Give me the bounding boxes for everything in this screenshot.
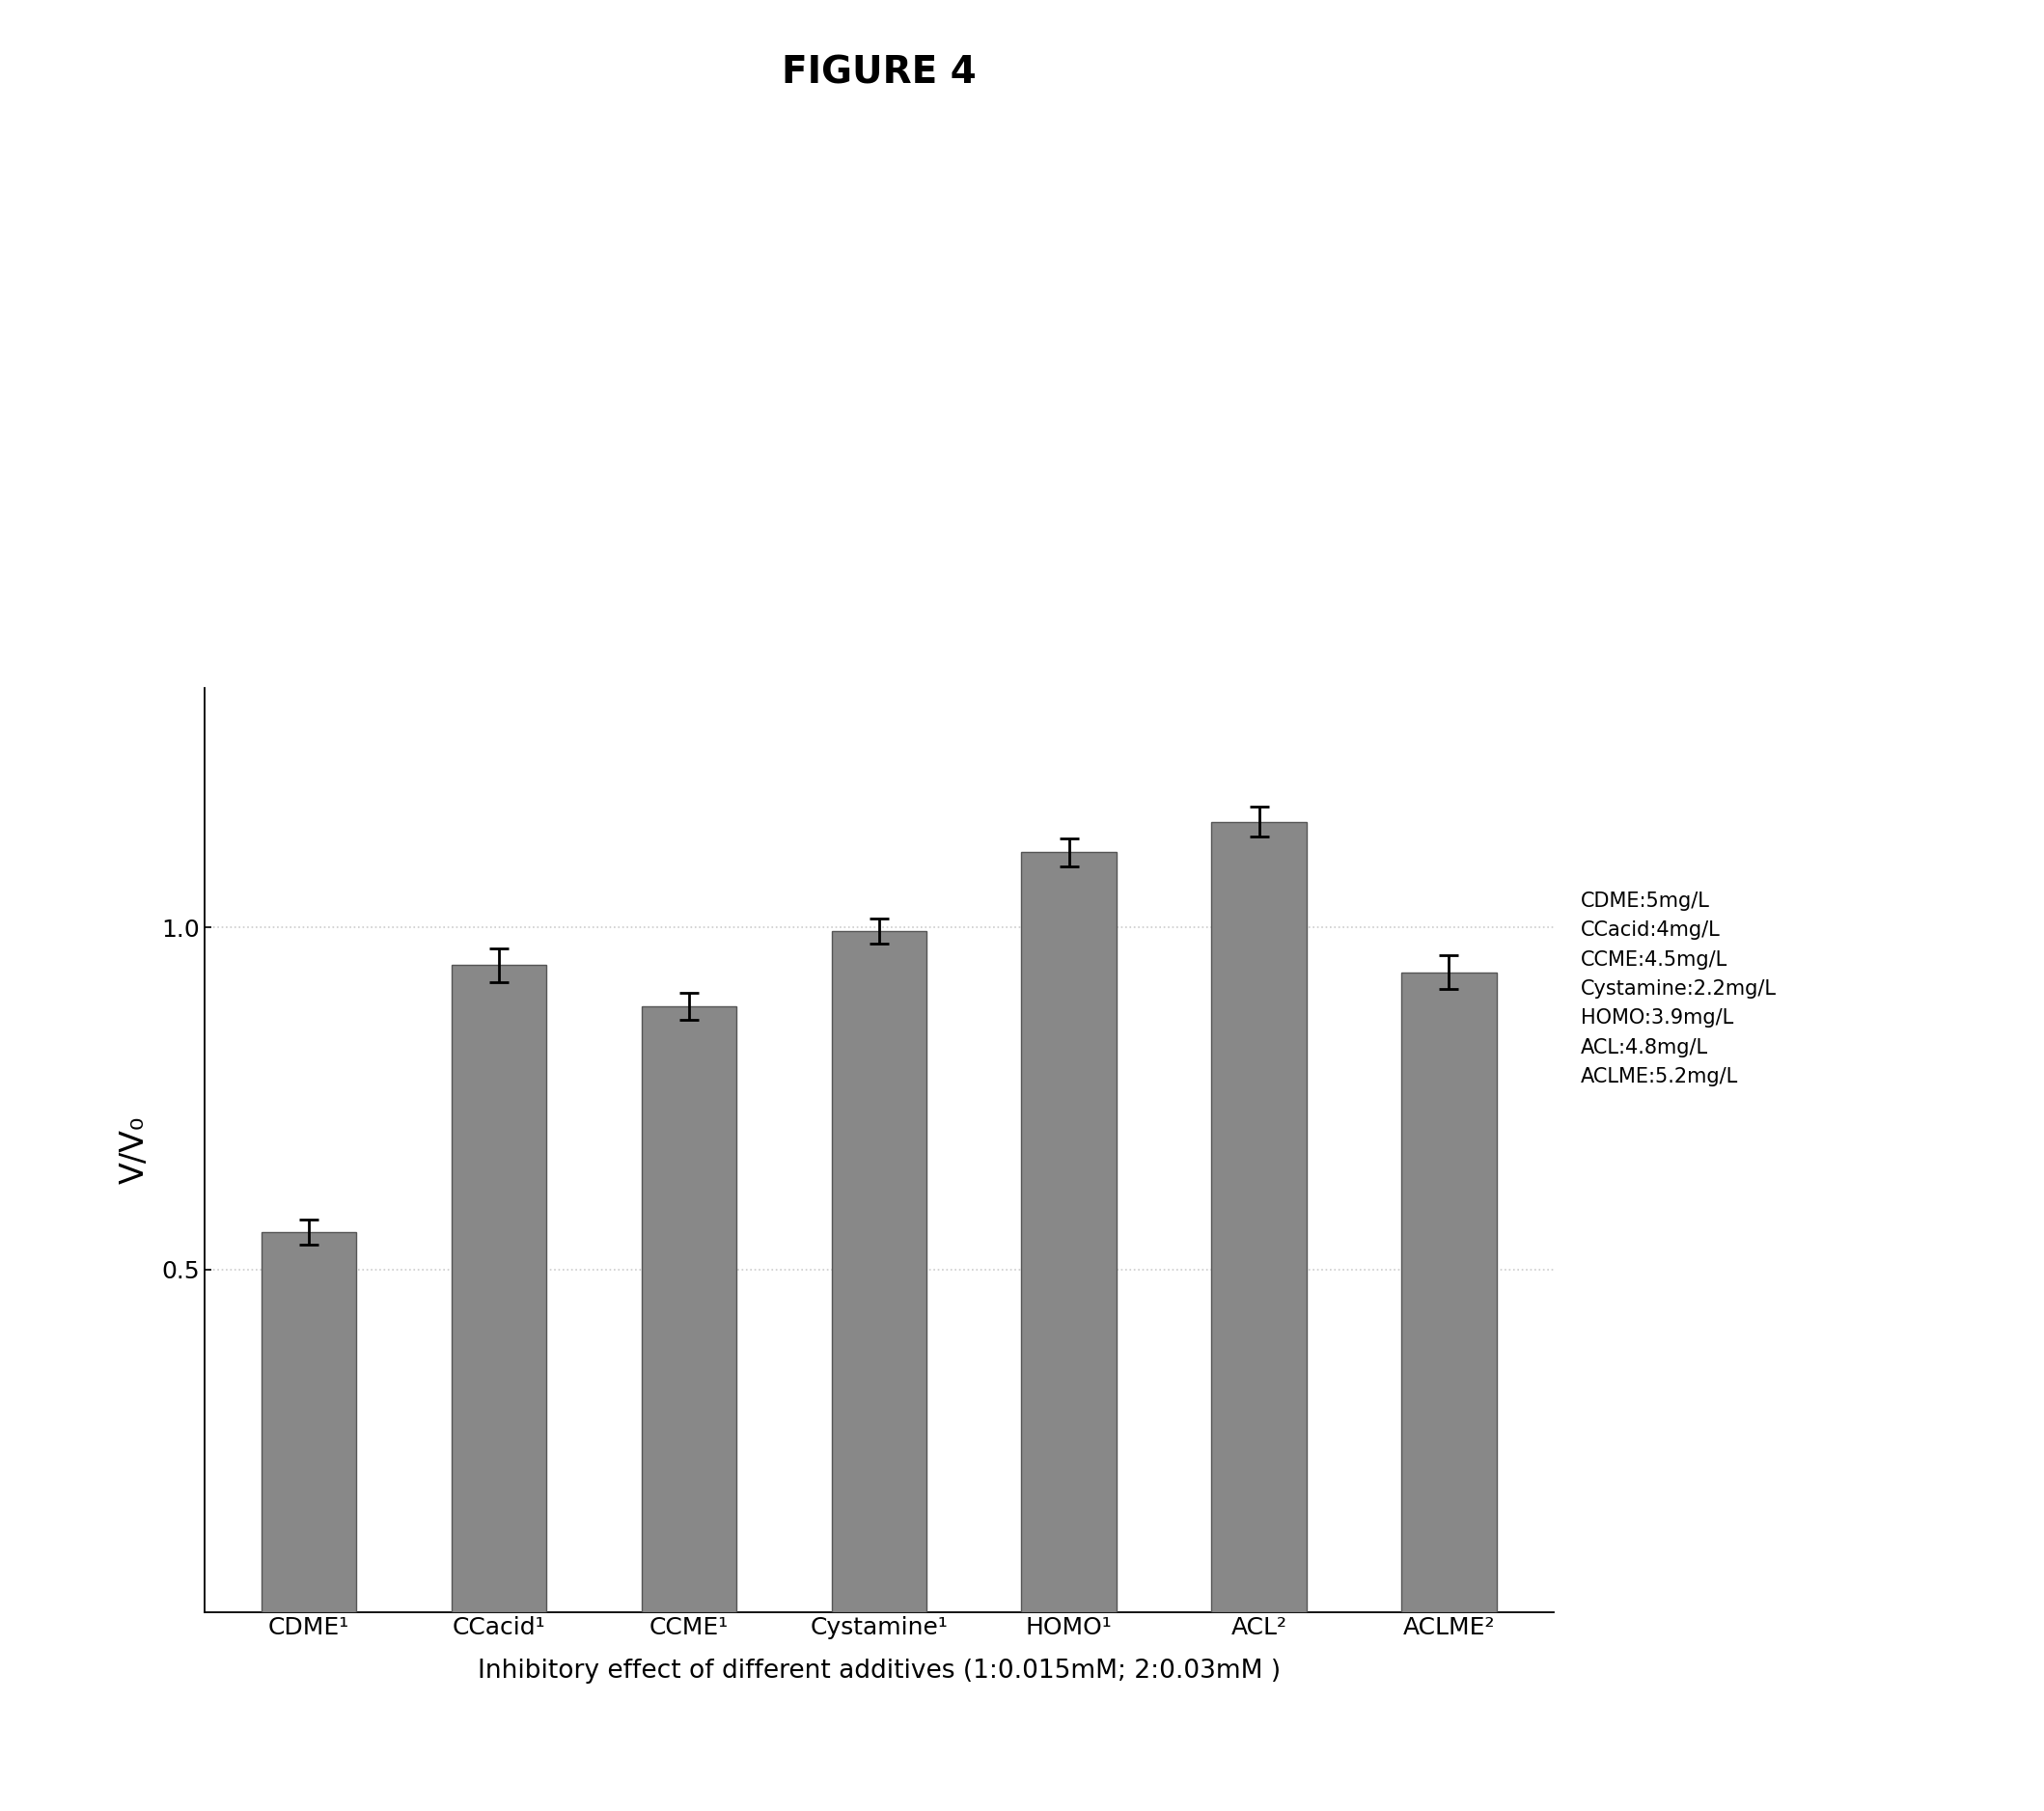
Y-axis label: V/V₀: V/V₀ bbox=[119, 1116, 151, 1184]
Text: FIGURE 4: FIGURE 4 bbox=[781, 54, 977, 91]
Bar bbox=[1022, 853, 1116, 1612]
Text: CDME:5mg/L
CCacid:4mg/L
CCME:4.5mg/L
Cystamine:2.2mg/L
HOMO:3.9mg/L
ACL:4.8mg/L
: CDME:5mg/L CCacid:4mg/L CCME:4.5mg/L Cys… bbox=[1580, 891, 1776, 1087]
Bar bbox=[1212, 822, 1306, 1612]
Bar bbox=[452, 965, 546, 1612]
Bar bbox=[1402, 973, 1496, 1612]
Bar bbox=[832, 931, 926, 1612]
Bar bbox=[642, 1007, 736, 1612]
Bar bbox=[262, 1231, 356, 1612]
X-axis label: Inhibitory effect of different additives (1:0.015mM; 2:0.03mM ): Inhibitory effect of different additives… bbox=[478, 1659, 1280, 1684]
